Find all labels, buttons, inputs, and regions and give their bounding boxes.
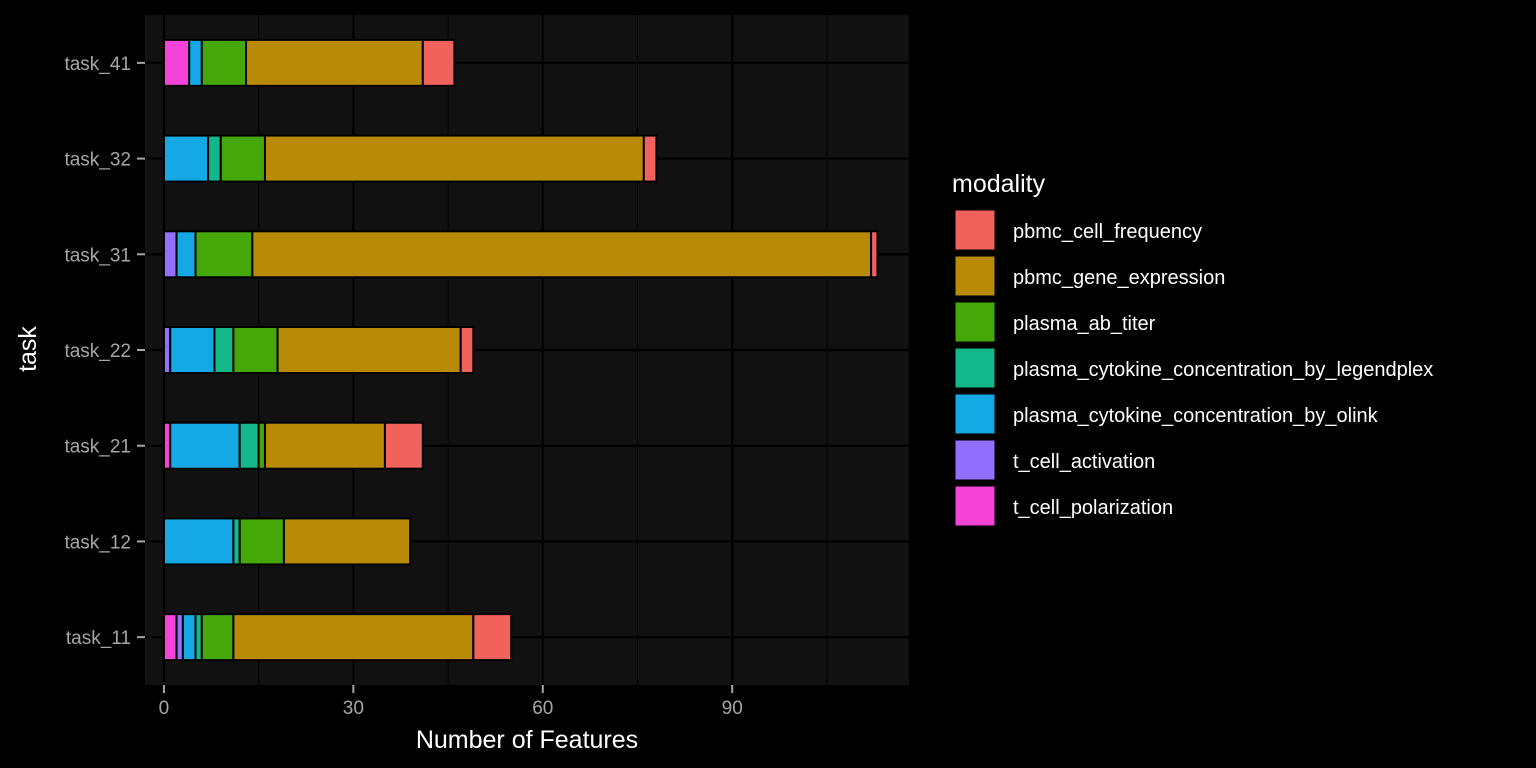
legend-key-plasma_cytokine_concentration_by_legendplex (954, 347, 996, 389)
legend-key-pbmc_gene_expression (954, 255, 996, 297)
x-axis-title: Number of Features (416, 726, 638, 754)
bar-segment-task_31-plasma_cytokine_concentration_by_olink (175, 230, 197, 279)
bar-segment-task_12-pbmc_gene_expression (282, 517, 412, 566)
bar-segment-task_22-plasma_cytokine_concentration_by_legendplex (213, 326, 235, 374)
bar-segment-task_12-plasma_cytokine_concentration_by_olink (162, 517, 235, 566)
bar-segment-task_22-pbmc_gene_expression (276, 326, 462, 374)
bar-segment-task_41-plasma_cytokine_concentration_by_olink (188, 38, 203, 87)
legend: modality pbmc_cell_frequency pbmc_gene_ex… (952, 170, 1433, 527)
legend-key-plasma_ab_titer (954, 301, 996, 343)
bar-segment-task_32-plasma_cytokine_concentration_by_olink (162, 134, 210, 183)
legend-key-plasma_cytokine_concentration_by_olink (954, 393, 996, 435)
bar-segment-task_32-pbmc_gene_expression (263, 134, 645, 183)
x-tick-label: 90 (722, 698, 743, 719)
y-tick-label: task_12 (64, 532, 131, 553)
bar-segment-task_11-plasma_ab_titer (200, 613, 235, 662)
x-axis: 0 30 60 90 (159, 685, 743, 719)
y-tick-label: task_11 (66, 628, 131, 649)
bar-segment-task_12-plasma_ab_titer (238, 517, 285, 566)
y-tick-label: task_21 (64, 437, 131, 458)
bar-segment-task_21-pbmc_gene_expression (263, 421, 386, 470)
y-axis: task_11 task_12 task_21 task_22 task_31 task_… (64, 54, 145, 649)
bar-segment-task_22-plasma_ab_titer (232, 326, 279, 374)
bar-segment-task_32-plasma_ab_titer (219, 134, 266, 183)
legend-label-pbmc_cell_frequency: pbmc_cell_frequency (1013, 221, 1202, 243)
bar-segment-task_21-pbmc_cell_frequency (383, 421, 424, 470)
bar-segment-task_32-pbmc_cell_frequency (642, 134, 658, 183)
x-tick-label: 60 (532, 698, 553, 719)
bar-segment-task_22-pbmc_cell_frequency (459, 326, 475, 374)
bar-segment-task_11-pbmc_cell_frequency (472, 613, 513, 662)
bar-segment-task_31-t_cell_activation (162, 230, 178, 279)
bar-segment-task_22-plasma_cytokine_concentration_by_olink (169, 326, 216, 374)
bar-segment-task_31-pbmc_gene_expression (251, 230, 873, 279)
legend-label-t_cell_polarization: t_cell_polarization (1013, 497, 1173, 519)
x-tick-label: 0 (159, 698, 170, 719)
legend-label-plasma_cytokine_concentration_by_legendplex: plasma_cytokine_concentration_by_legendp… (1013, 359, 1433, 381)
x-tick-label: 30 (343, 698, 364, 719)
bar-segment-task_21-plasma_cytokine_concentration_by_olink (169, 421, 241, 470)
bar-segment-task_31-plasma_ab_titer (194, 230, 254, 279)
bar-segment-task_32-plasma_cytokine_concentration_by_legendplex (207, 134, 222, 183)
bar-segment-task_41-pbmc_cell_frequency (421, 38, 456, 87)
bar-segment-task_41-pbmc_gene_expression (245, 38, 424, 87)
bar-segment-task_11-t_cell_polarization (162, 613, 178, 662)
bar-segment-task_31-pbmc_cell_frequency (870, 230, 879, 279)
legend-label-t_cell_activation: t_cell_activation (1013, 451, 1155, 473)
y-axis-title: task (14, 326, 42, 372)
bar-segment-task_41-t_cell_polarization (162, 38, 191, 87)
bar-segment-task_41-plasma_ab_titer (200, 38, 248, 87)
y-tick-label: task_32 (64, 150, 131, 171)
legend-key-pbmc_cell_frequency (954, 209, 996, 251)
bar-segment-task_11-plasma_cytokine_concentration_by_olink (181, 613, 197, 662)
y-tick-label: task_41 (64, 54, 131, 75)
bar-segment-task_21-plasma_cytokine_concentration_by_legendplex (238, 421, 260, 470)
y-tick-label: task_22 (64, 341, 131, 362)
bars (162, 38, 879, 662)
legend-title: modality (952, 170, 1046, 198)
legend-label-plasma_cytokine_concentration_by_olink: plasma_cytokine_concentration_by_olink (1013, 405, 1379, 427)
y-tick-label: task_31 (64, 245, 131, 266)
bar-segment-task_11-pbmc_gene_expression (232, 613, 475, 662)
legend-label-pbmc_gene_expression: pbmc_gene_expression (1013, 267, 1225, 289)
legend-label-plasma_ab_titer: plasma_ab_titer (1013, 313, 1156, 335)
legend-key-t_cell_polarization (954, 485, 996, 527)
legend-key-t_cell_activation (954, 439, 996, 481)
